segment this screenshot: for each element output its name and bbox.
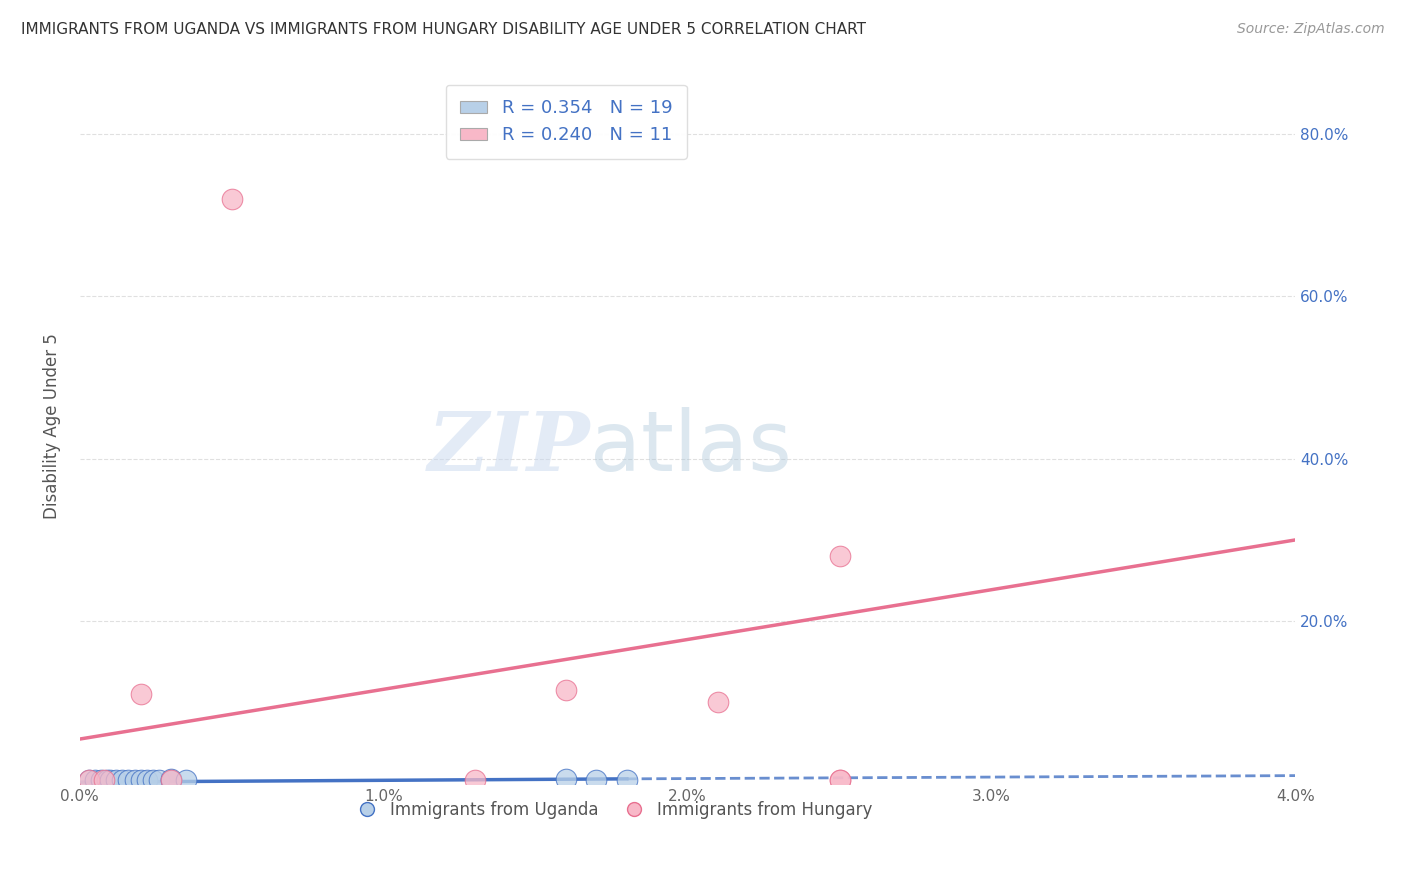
Point [77, 773, 100, 788]
Point [98, 773, 121, 788]
Point [464, 773, 486, 788]
Y-axis label: Disability Age Under 5: Disability Age Under 5 [44, 334, 60, 519]
Point [555, 772, 578, 786]
Point [84, 773, 107, 788]
Point [77, 773, 100, 788]
Point [160, 772, 183, 786]
Point [828, 549, 851, 564]
Point [148, 773, 170, 788]
Text: atlas: atlas [591, 407, 792, 488]
Point [93, 773, 115, 788]
Point [129, 773, 152, 788]
Point [124, 773, 146, 788]
Point [828, 773, 851, 788]
Point [142, 773, 165, 788]
Point [174, 773, 197, 788]
Text: Source: ZipAtlas.com: Source: ZipAtlas.com [1237, 22, 1385, 37]
Point [616, 773, 638, 788]
Point [221, 192, 243, 206]
Point [828, 773, 851, 788]
Legend: Immigrants from Uganda, Immigrants from Hungary: Immigrants from Uganda, Immigrants from … [350, 794, 879, 825]
Point [117, 773, 139, 788]
Text: IMMIGRANTS FROM UGANDA VS IMMIGRANTS FROM HUNGARY DISABILITY AGE UNDER 5 CORRELA: IMMIGRANTS FROM UGANDA VS IMMIGRANTS FRO… [21, 22, 866, 37]
Point [96, 773, 118, 788]
Text: ZIP: ZIP [427, 408, 591, 488]
Point [105, 773, 128, 788]
Point [707, 696, 730, 710]
Point [135, 773, 157, 788]
Point [555, 683, 578, 698]
Point [160, 773, 183, 788]
Point [90, 773, 112, 788]
Point [111, 773, 134, 788]
Point [160, 773, 183, 788]
Point [585, 773, 607, 788]
Point [129, 687, 152, 701]
